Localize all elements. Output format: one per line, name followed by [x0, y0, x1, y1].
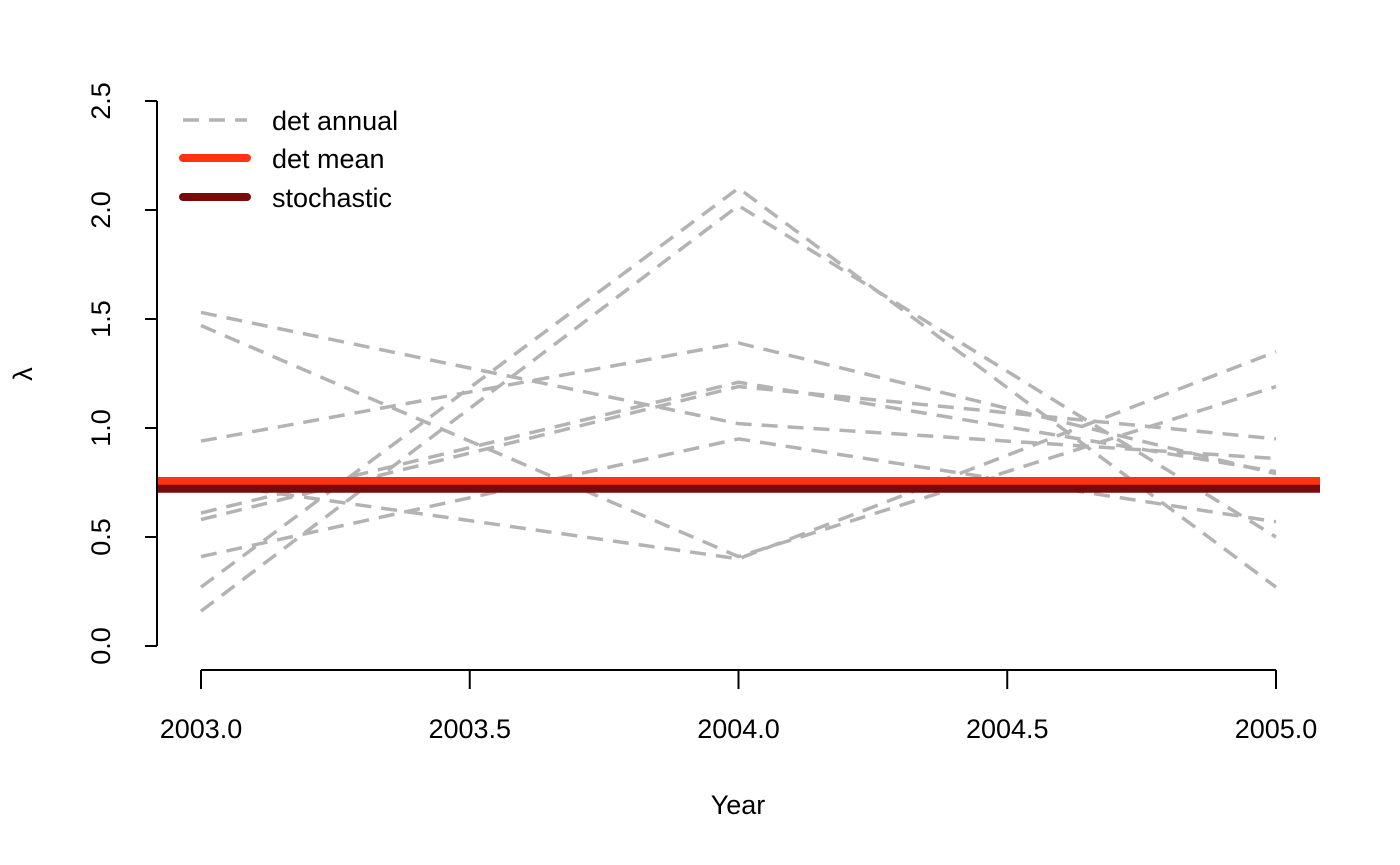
det-annual-series-line: [200, 310, 1277, 461]
mean-lines-group: [157, 477, 1320, 493]
legend-label: det annual: [272, 106, 398, 136]
x-tick-label: 2004.0: [697, 714, 780, 744]
y-axis-title: λ: [8, 367, 38, 381]
y-tick-label: 0.5: [86, 518, 116, 556]
x-tick-label: 2004.5: [966, 714, 1049, 744]
y-tick-label: 1.5: [86, 300, 116, 338]
det-annual-series-line: [200, 437, 1277, 559]
x-axis-title: Year: [711, 790, 766, 820]
y-axis-ticks: 0.0 0.5 1.0 1.5 2.0 2.5: [86, 82, 157, 665]
annual-lines-group: [199, 186, 1278, 613]
y-tick-label: 2.0: [86, 191, 116, 229]
det-annual-series-line: [199, 203, 1277, 613]
y-tick-label: 1.0: [86, 409, 116, 447]
det-annual-series-line: [199, 186, 1278, 589]
det-annual-series-line: [200, 380, 1277, 515]
x-tick-label: 2003.0: [160, 714, 243, 744]
det-annual-series-line: [200, 341, 1277, 476]
det-annual-series-line: [200, 384, 1277, 522]
legend-label: det mean: [272, 144, 385, 174]
legend-label: stochastic: [272, 183, 392, 213]
y-tick-label: 0.0: [86, 627, 116, 665]
legend: det annual det mean stochastic: [179, 106, 398, 213]
x-tick-label: 2003.5: [428, 714, 511, 744]
x-axis-ticks: 2003.0 2003.5 2004.0 2004.5 2005.0: [160, 670, 1318, 744]
det-annual-series-line: [200, 323, 1277, 559]
y-tick-label: 2.5: [86, 82, 116, 120]
x-tick-label: 2005.0: [1235, 714, 1318, 744]
